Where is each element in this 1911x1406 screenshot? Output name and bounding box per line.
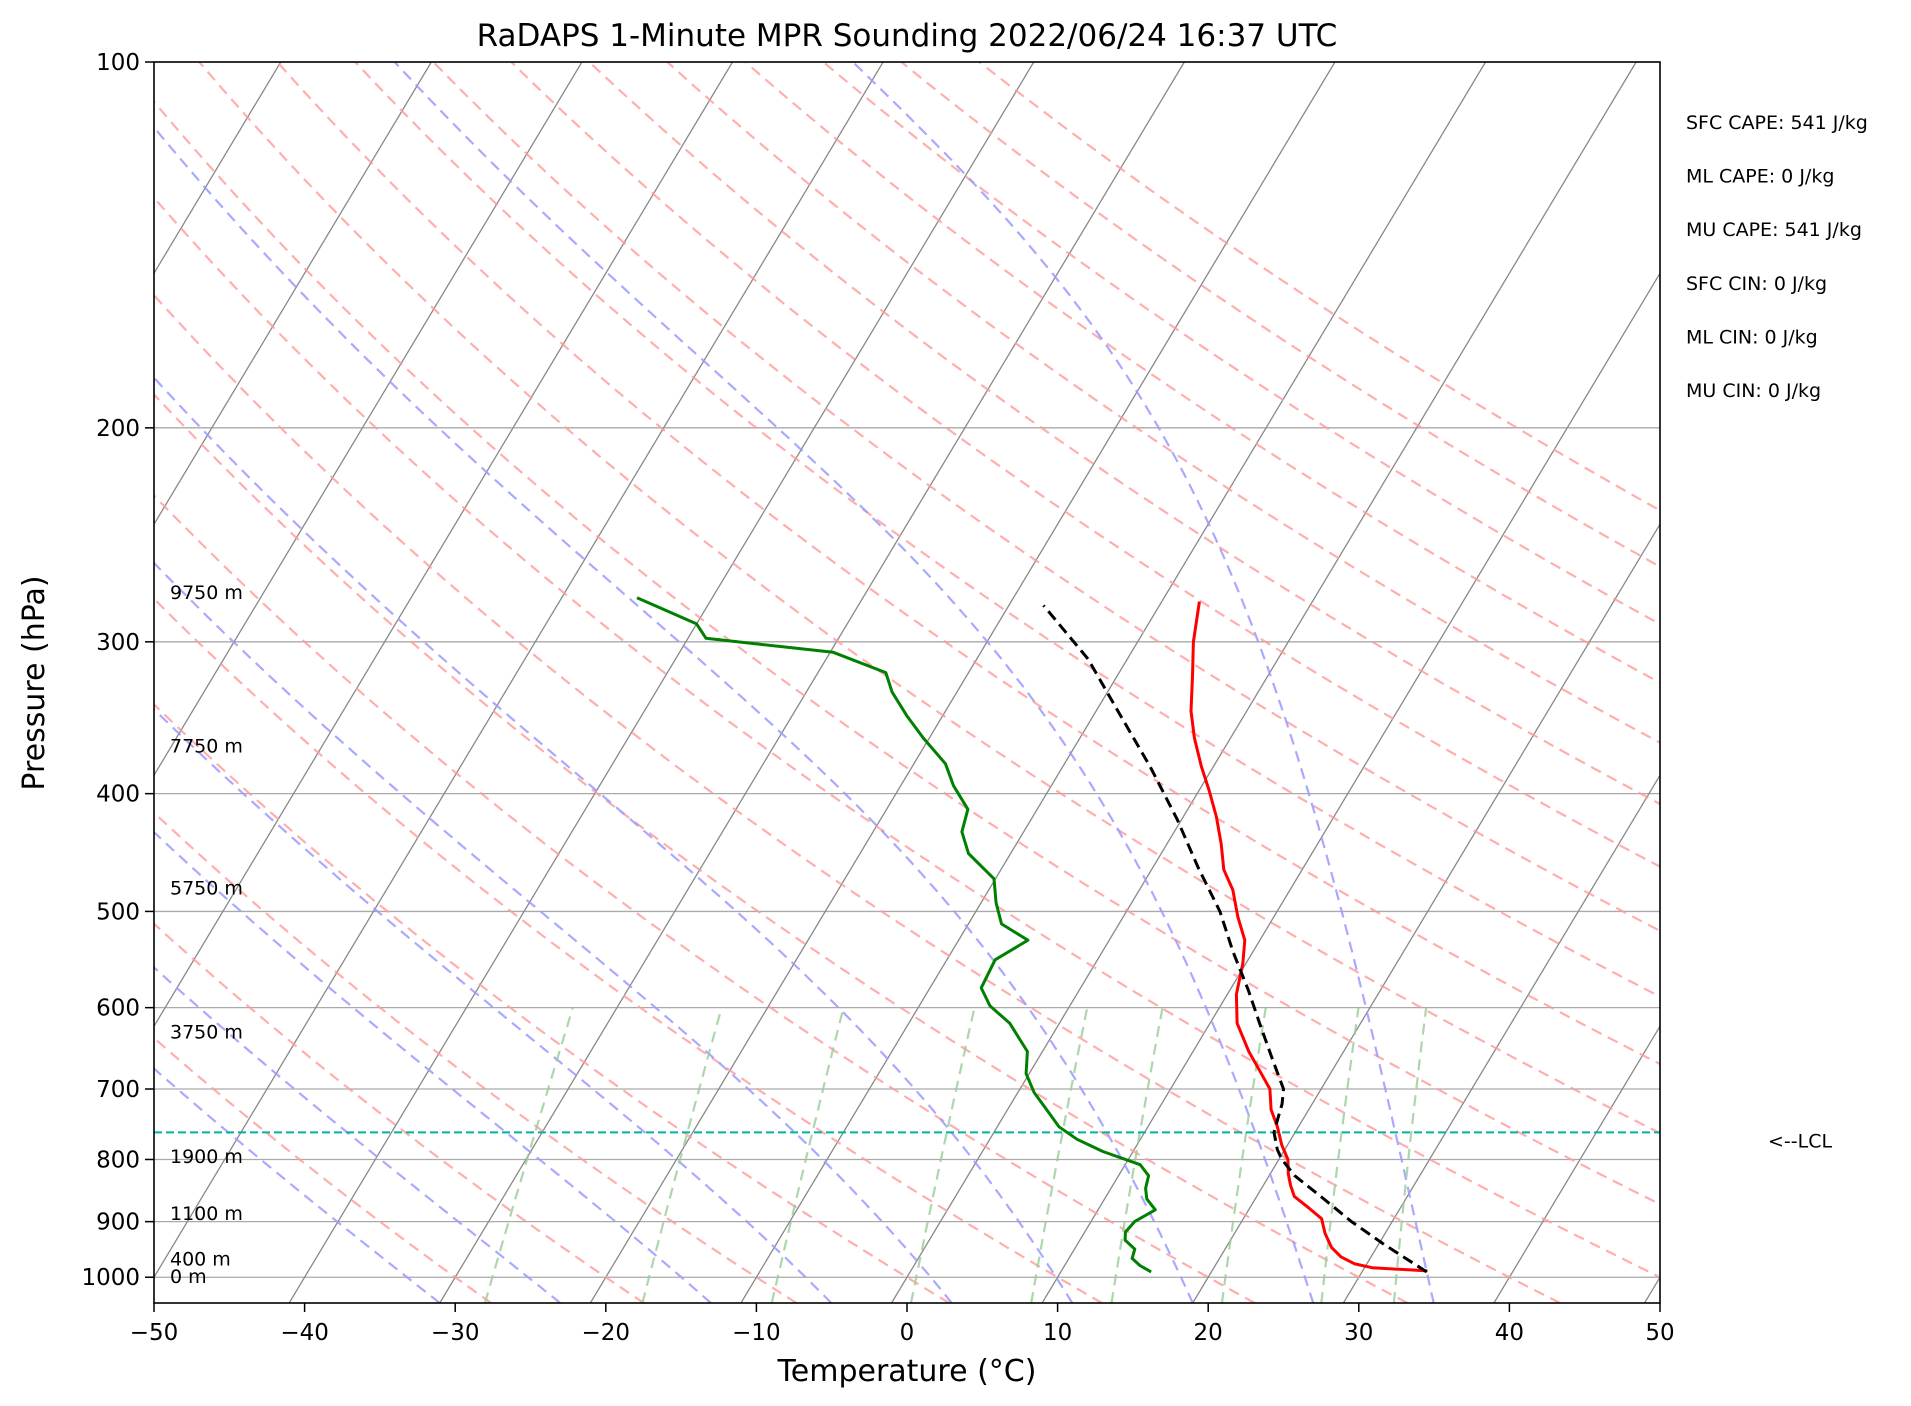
height-label: 400 m [170, 1248, 231, 1270]
parcel-profile-line [1042, 604, 1428, 1274]
stat-annotation: MU CIN: 0 J/kg [1686, 380, 1821, 402]
dry-adiabat [744, 62, 1660, 685]
mixing-ratio-line [770, 1007, 845, 1303]
x-tick-label: 10 [1043, 1320, 1072, 1346]
mixing-ratio-line [641, 1007, 723, 1303]
temperature-line [1189, 601, 1428, 1273]
dry-adiabat [154, 100, 1660, 1206]
moist-adiabat [154, 376, 1074, 1303]
dry-adiabat [354, 62, 1660, 998]
height-label: 3750 m [170, 1022, 243, 1044]
mixing-ratio-line [1030, 1007, 1089, 1303]
dry-adiabat [154, 811, 798, 1303]
mixing-ratio-line [483, 1007, 574, 1303]
stat-annotation: SFC CIN: 0 J/kg [1686, 273, 1827, 295]
y-tick-label: 100 [96, 50, 140, 76]
dry-adiabat [154, 922, 645, 1303]
isotherm [154, 62, 583, 777]
isotherm [288, 62, 1035, 1303]
height-label: 9750 m [170, 582, 243, 604]
stat-annotation: ML CIN: 0 J/kg [1686, 326, 1818, 348]
mixing-ratio-line [1220, 1007, 1267, 1303]
dewpoint-line [636, 596, 1157, 1274]
x-tick-label: −30 [431, 1320, 480, 1346]
isotherm [1342, 773, 1660, 1303]
reference-lines [154, 62, 1660, 1303]
x-tick-label: 40 [1495, 1320, 1524, 1346]
isotherm [154, 62, 734, 1028]
moist-adiabat [393, 62, 1315, 1303]
dry-adiabat [900, 62, 1660, 568]
x-tick-label: −20 [582, 1320, 631, 1346]
dry-adiabat [154, 392, 1408, 1303]
dry-adiabat [666, 62, 1660, 744]
dry-adiabat [822, 62, 1660, 626]
lcl-label: <--LCL [1768, 1130, 1832, 1152]
y-tick-label: 900 [96, 1210, 140, 1236]
isotherm [589, 62, 1336, 1303]
dry-adiabat [154, 293, 1561, 1303]
isotherm [1041, 271, 1660, 1303]
y-tick-label: 400 [96, 782, 140, 808]
isotherm [1192, 522, 1660, 1303]
chart-title: RaDAPS 1-Minute MPR Sounding 2022/06/24 … [477, 18, 1338, 54]
moist-adiabat [852, 62, 1435, 1303]
x-tick-label: 50 [1645, 1320, 1674, 1346]
moist-adiabat [154, 561, 953, 1303]
isotherm [740, 62, 1487, 1303]
stat-annotation: SFC CAPE: 541 J/kg [1686, 112, 1868, 134]
mixing-ratio-line [1392, 1007, 1428, 1303]
x-tick-label: 20 [1194, 1320, 1223, 1346]
isotherm [1493, 1024, 1660, 1303]
x-tick-label: −10 [732, 1320, 781, 1346]
y-tick-label: 800 [96, 1147, 140, 1173]
y-tick-label: 200 [96, 416, 140, 442]
mixing-ratio-line [1320, 1007, 1360, 1303]
y-axis-label: Pressure (hPa) [17, 575, 52, 790]
dry-adiabat [154, 1036, 492, 1303]
dry-adiabat [154, 703, 950, 1303]
stat-annotation: MU CAPE: 541 J/kg [1686, 219, 1862, 241]
y-tick-label: 500 [96, 899, 140, 925]
dry-adiabat [154, 196, 1660, 1279]
x-tick-label: 30 [1344, 1320, 1373, 1346]
data-layer [154, 596, 1660, 1274]
y-tick-label: 1000 [81, 1265, 140, 1291]
mixing-ratio-line [1110, 1007, 1164, 1303]
dry-adiabat [198, 62, 1660, 1135]
y-tick-label: 300 [96, 630, 140, 656]
height-label: 1900 m [170, 1146, 243, 1168]
stat-annotation: ML CAPE: 0 J/kg [1686, 166, 1834, 188]
height-label: 7750 m [170, 735, 243, 757]
dry-adiabat [510, 62, 1660, 868]
x-tick-label: −50 [130, 1320, 179, 1346]
isotherm [154, 62, 282, 275]
isotherm [890, 62, 1637, 1303]
dry-adiabat [154, 597, 1103, 1303]
isotherm [439, 62, 1185, 1303]
isotherm [154, 62, 884, 1279]
annotations: 9750 m 7750 m 5750 m 3750 m 1900 m 1100 m 400 … [170, 112, 1868, 1288]
height-label: 5750 m [170, 878, 243, 900]
x-axis-label: Temperature (°C) [777, 1354, 1037, 1389]
height-label: 0 m [170, 1266, 207, 1288]
moist-adiabat [154, 125, 1194, 1303]
mixing-ratio-line [909, 1007, 976, 1303]
y-tick-label: 600 [96, 996, 140, 1022]
x-tick-label: 0 [900, 1320, 915, 1346]
height-label: 1100 m [170, 1203, 243, 1225]
dry-adiabat [276, 62, 1660, 1066]
isotherm [154, 62, 432, 526]
y-tick-label: 700 [96, 1077, 140, 1103]
moist-adiabat [154, 830, 712, 1303]
x-tick-label: −40 [280, 1320, 329, 1346]
